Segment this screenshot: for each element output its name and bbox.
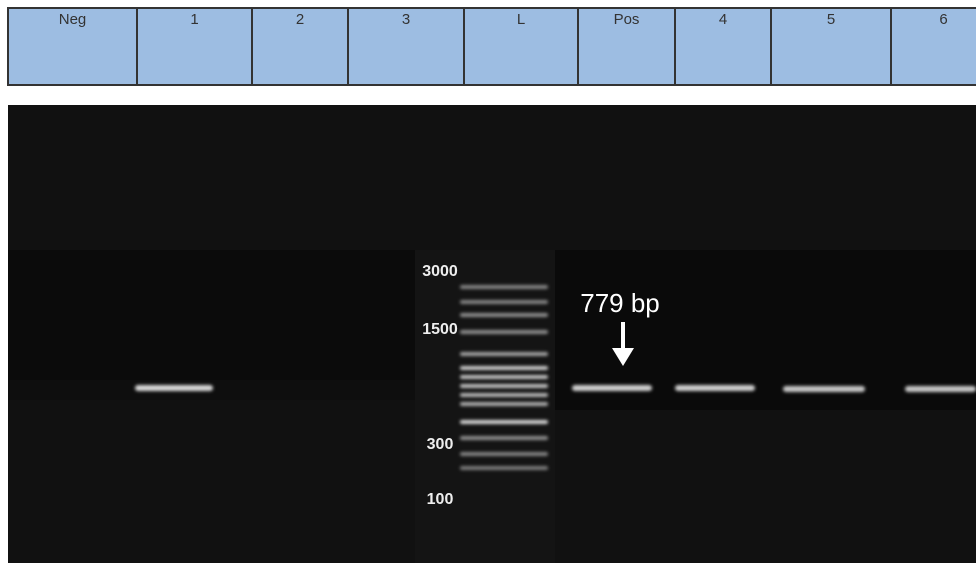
band <box>572 385 652 391</box>
band <box>675 385 755 391</box>
ladder-label: 1500 <box>422 321 458 338</box>
ladder-band <box>460 375 548 379</box>
ladder-band <box>460 285 548 289</box>
gel-figure: Neg 1 2 3 L Pos 4 5 6 779 bp 3000 1500 300 100 <box>0 0 976 563</box>
ladder-band <box>460 393 548 397</box>
ladder-band <box>460 436 548 440</box>
lane-label: 2 <box>296 11 304 28</box>
lane-label: Neg <box>59 11 87 28</box>
ladder-band <box>460 452 548 456</box>
ladder-band <box>460 366 548 370</box>
band <box>783 386 865 392</box>
lane-label: L <box>517 11 525 28</box>
ladder-band <box>460 402 548 406</box>
ladder-band <box>460 420 548 424</box>
ladder-band <box>460 313 548 317</box>
ladder-band <box>460 300 548 304</box>
ladder-band <box>460 466 548 470</box>
lane-label: 3 <box>402 11 410 28</box>
band <box>135 385 213 391</box>
ladder-lane <box>415 250 555 563</box>
lane-label: 4 <box>719 11 727 28</box>
lane-label: Pos <box>614 11 640 28</box>
band <box>905 386 976 392</box>
annotation: 779 bp <box>580 288 660 318</box>
page: Neg123LPos456 779 bp 30001500300100 (() … <box>0 0 976 563</box>
ladder-band <box>460 352 548 356</box>
lane-label: 5 <box>827 11 835 28</box>
ladder-label: 100 <box>427 491 454 508</box>
ladder-label: 3000 <box>422 263 458 280</box>
ladder-label: 300 <box>427 436 454 453</box>
ladder-band <box>460 330 548 334</box>
lane-label: 1 <box>190 11 198 28</box>
lane-label: 6 <box>939 11 947 28</box>
ladder-band <box>460 384 548 388</box>
